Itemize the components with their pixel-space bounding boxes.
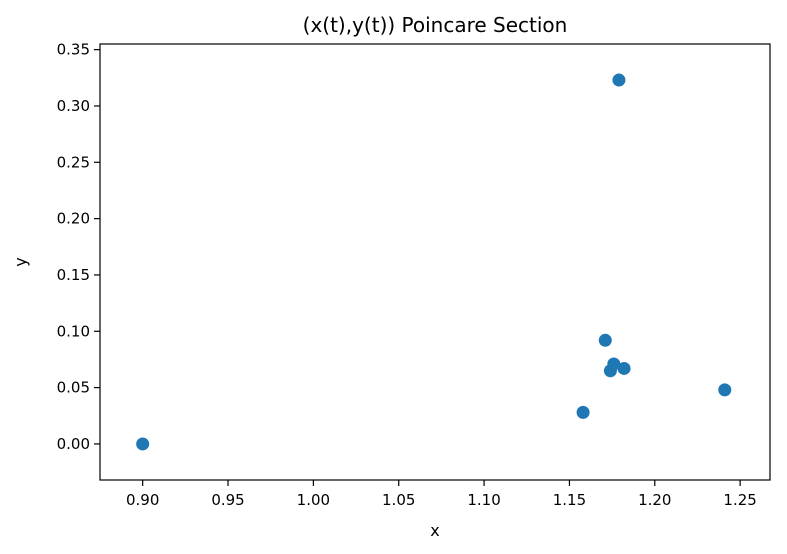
y-tick-label: 0.25 xyxy=(57,153,90,171)
y-tick-label: 0.30 xyxy=(57,97,90,115)
x-tick-label: 0.90 xyxy=(126,491,159,509)
y-tick-label: 0.15 xyxy=(57,266,90,284)
y-tick-label: 0.10 xyxy=(57,322,90,340)
chart-title: (x(t),y(t)) Poincare Section xyxy=(303,13,568,37)
x-tick-label: 0.95 xyxy=(211,491,244,509)
x-tick-label: 1.10 xyxy=(467,491,500,509)
scatter-point xyxy=(607,357,621,371)
x-tick-label: 1.00 xyxy=(297,491,330,509)
y-tick-label: 0.05 xyxy=(57,379,90,397)
x-tick-label: 1.20 xyxy=(638,491,671,509)
x-tick-label: 1.25 xyxy=(723,491,756,509)
y-tick-label: 0.35 xyxy=(57,41,90,59)
scatter-point xyxy=(612,73,626,87)
ticks-layer: 0.90 0.95 1.00 1.05 1.10 1.15 1.20 1.25 0.00 0.05… xyxy=(57,41,757,509)
x-tick-label: 1.05 xyxy=(382,491,415,509)
y-axis-label: y xyxy=(11,257,30,266)
scatter-point xyxy=(576,405,590,419)
scatter-point xyxy=(718,383,732,397)
x-axis-label: x xyxy=(430,521,439,540)
y-tick-label: 0.20 xyxy=(57,210,90,228)
plot-frame xyxy=(99,43,771,481)
x-tick-label: 1.15 xyxy=(553,491,586,509)
points-layer xyxy=(136,73,732,451)
scatter-point xyxy=(598,333,612,347)
scatter-point xyxy=(136,437,150,451)
y-tick-label: 0.00 xyxy=(57,435,90,453)
scatter-point xyxy=(617,361,631,375)
